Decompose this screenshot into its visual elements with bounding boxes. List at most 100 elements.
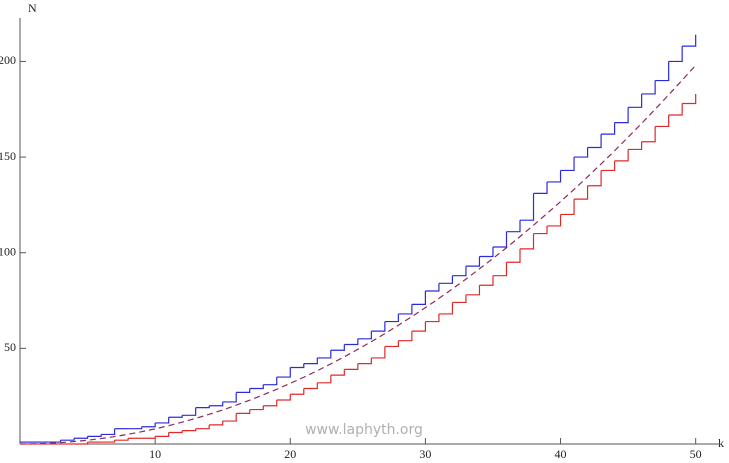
step-segment xyxy=(587,134,602,149)
step-segment xyxy=(411,290,427,305)
step-segment xyxy=(303,357,318,365)
step-segment xyxy=(601,160,616,172)
step-segment xyxy=(195,405,210,409)
step-segment xyxy=(547,214,562,227)
step-segment xyxy=(141,422,156,428)
step-segment xyxy=(303,382,318,390)
step-segment xyxy=(655,114,670,128)
step-segment xyxy=(290,388,305,395)
step-segment xyxy=(520,193,535,221)
step-segment xyxy=(276,367,291,378)
step-segment xyxy=(465,285,481,296)
step-segment xyxy=(209,401,224,407)
step-segment xyxy=(425,313,440,323)
step-segment xyxy=(182,428,197,432)
step-segment xyxy=(249,405,264,411)
step-segment xyxy=(438,275,454,284)
step-segment xyxy=(411,321,427,332)
step-segment xyxy=(452,294,467,304)
step-segment xyxy=(655,61,670,82)
step-segment xyxy=(398,331,413,342)
step-segment xyxy=(236,388,251,393)
x-tick-label: 20 xyxy=(284,447,296,461)
step-segment xyxy=(479,246,494,258)
step-segment xyxy=(398,304,413,315)
step-segment xyxy=(317,375,332,384)
step-segment xyxy=(371,346,386,359)
step-segment xyxy=(87,434,102,437)
y-tick-label: 100 xyxy=(0,244,16,258)
step-segment xyxy=(222,392,237,403)
step-segment xyxy=(574,185,589,200)
step-segment xyxy=(195,424,210,430)
step-segment xyxy=(263,377,278,386)
step-segment xyxy=(587,170,602,187)
step-segment xyxy=(492,262,508,277)
step-segment xyxy=(344,338,359,346)
step-segment xyxy=(101,440,116,443)
dashed-line xyxy=(19,64,697,445)
step-segment xyxy=(438,302,454,315)
step-segment xyxy=(357,331,372,340)
step-segment xyxy=(682,34,697,47)
step-segment xyxy=(371,321,386,332)
y-tick-label: 200 xyxy=(0,53,16,67)
step-segment xyxy=(384,340,399,348)
step-segment xyxy=(560,199,575,216)
step-segment xyxy=(47,440,62,443)
step-segment xyxy=(384,313,399,323)
step-segment xyxy=(344,363,359,370)
step-segment xyxy=(668,46,683,63)
step-segment xyxy=(506,220,521,233)
step-segment xyxy=(628,141,643,151)
step-segment xyxy=(520,233,535,250)
step-segment xyxy=(317,350,332,359)
step-segment xyxy=(74,436,89,439)
step-segment xyxy=(168,430,183,434)
step-segment xyxy=(114,438,129,441)
step-segment xyxy=(209,421,224,426)
step-segment xyxy=(155,432,170,437)
step-segment xyxy=(101,428,116,436)
step-segment xyxy=(74,442,89,445)
step-segment xyxy=(128,426,143,430)
step-segment xyxy=(641,80,656,95)
step-segment xyxy=(60,438,75,441)
step-segment xyxy=(330,344,345,351)
step-segment xyxy=(290,363,305,369)
step-segment xyxy=(465,256,481,267)
step-segment xyxy=(236,409,251,414)
step-segment xyxy=(276,394,291,401)
step-segment xyxy=(141,436,156,439)
step-segment xyxy=(601,122,616,135)
step-segment xyxy=(547,170,562,183)
step-segment xyxy=(249,384,264,390)
step-segment xyxy=(168,415,183,418)
step-segment xyxy=(222,413,237,422)
y-axis-label: N xyxy=(28,1,37,15)
step-segment xyxy=(641,126,656,143)
watermark: www.laphyth.org xyxy=(305,422,423,438)
step-segment xyxy=(506,248,521,263)
x-tick-label: 30 xyxy=(419,447,431,461)
step-segment xyxy=(330,369,345,376)
y-tick-label: 50 xyxy=(4,340,16,354)
step-segment xyxy=(479,275,494,286)
step-segment xyxy=(533,225,548,235)
step-segment xyxy=(533,181,548,195)
step-segment xyxy=(492,231,508,248)
x-tick-label: 50 xyxy=(690,447,702,461)
step-segment xyxy=(182,407,197,416)
step-segment xyxy=(614,107,629,124)
y-tick-label: 150 xyxy=(0,149,16,163)
step-segment xyxy=(155,417,170,424)
x-tick-label: 10 xyxy=(149,447,161,461)
step-segment xyxy=(574,147,589,158)
step-segment xyxy=(263,400,278,407)
x-axis-label: k xyxy=(718,436,724,450)
step-segment xyxy=(452,266,467,277)
x-tick-label: 40 xyxy=(555,447,567,461)
step-segment xyxy=(560,157,575,172)
step-segment xyxy=(425,283,440,292)
